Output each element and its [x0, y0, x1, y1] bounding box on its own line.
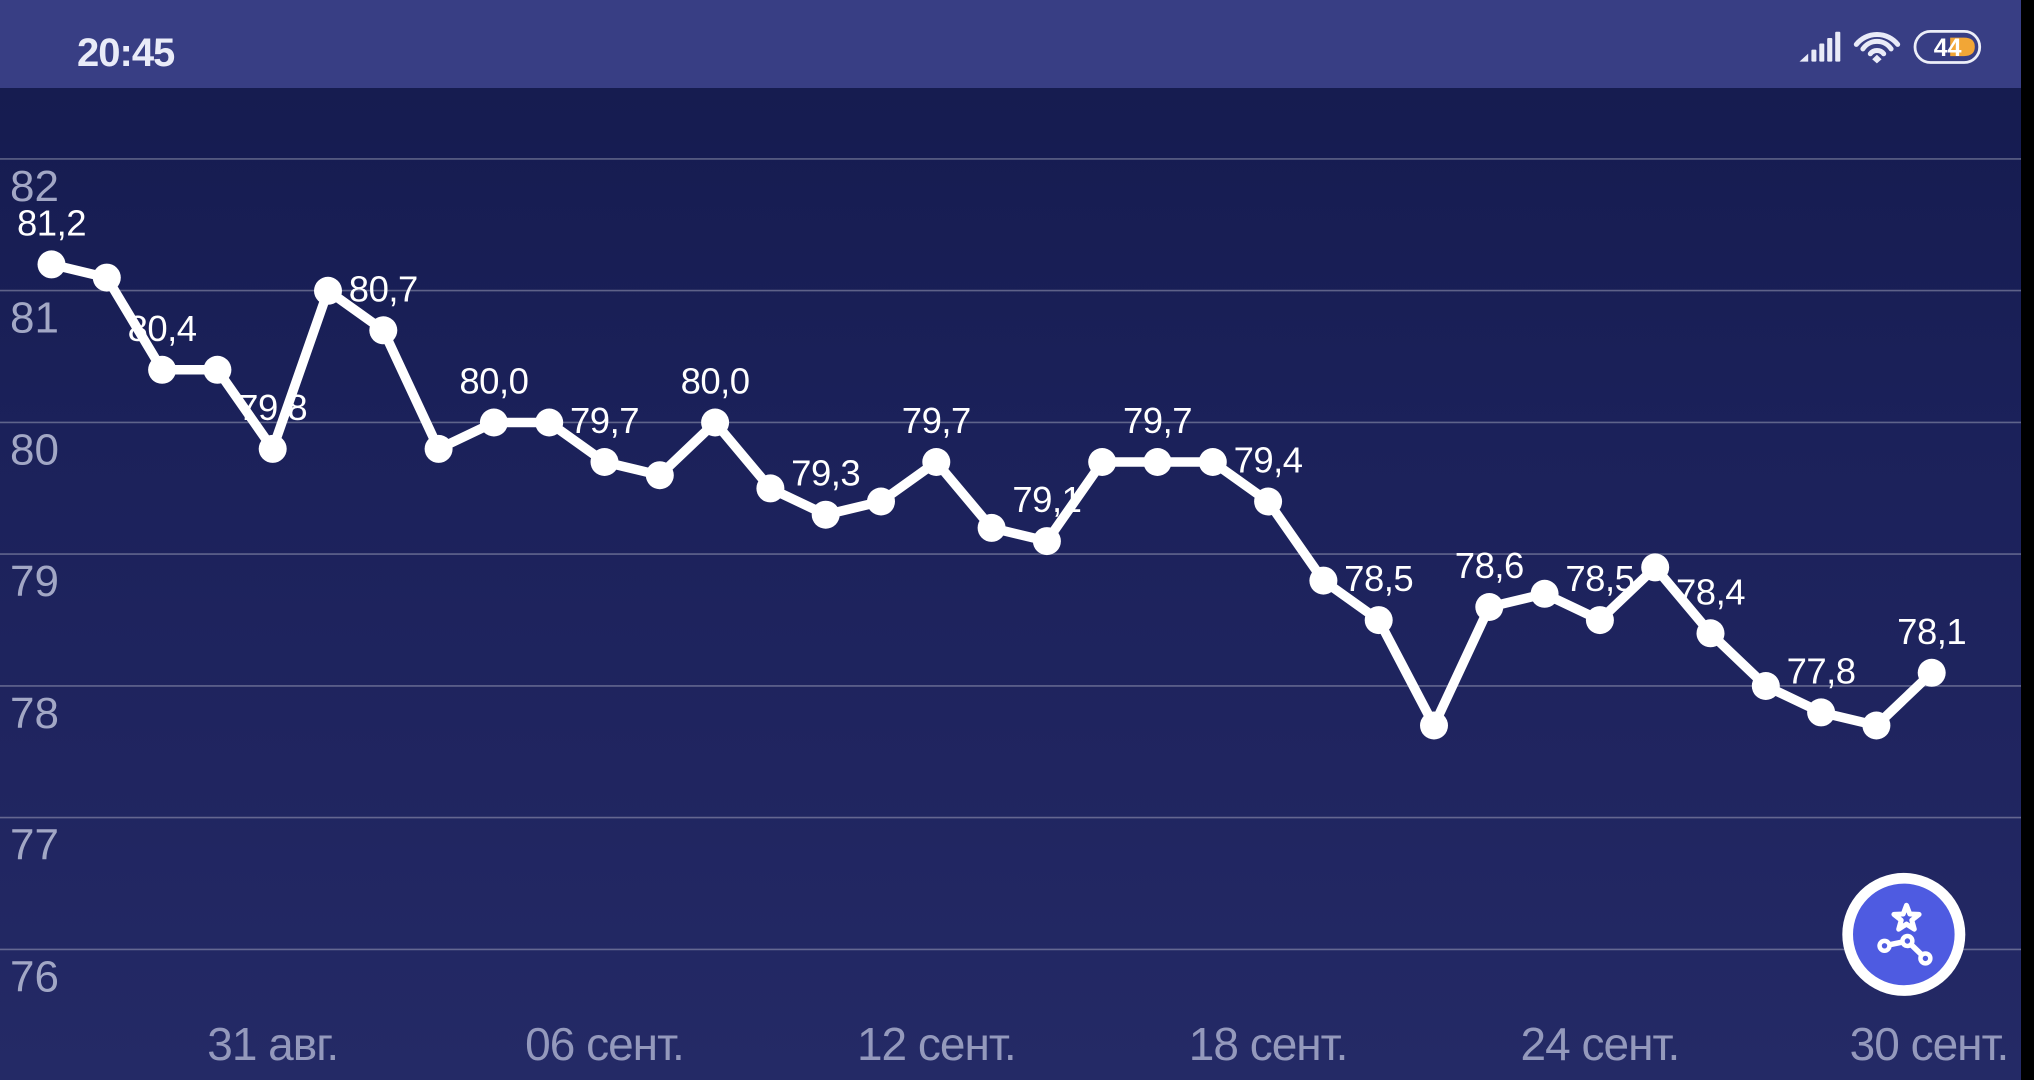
svg-text:78,5: 78,5 [1344, 558, 1413, 599]
svg-text:77: 77 [10, 821, 59, 870]
svg-text:79,7: 79,7 [570, 400, 639, 441]
svg-text:78,5: 78,5 [1565, 558, 1634, 599]
svg-text:80: 80 [10, 425, 59, 474]
svg-text:81: 81 [10, 294, 59, 343]
svg-text:79,7: 79,7 [902, 400, 971, 441]
svg-text:79,8: 79,8 [238, 387, 307, 428]
svg-text:44: 44 [1934, 34, 1962, 62]
svg-text:06 сент.: 06 сент. [525, 1018, 684, 1070]
svg-text:81,2: 81,2 [17, 202, 86, 243]
svg-text:80,4: 80,4 [128, 308, 197, 349]
svg-text:30 сент.: 30 сент. [1850, 1018, 2009, 1070]
svg-text:82: 82 [10, 162, 59, 211]
svg-text:79: 79 [10, 557, 59, 606]
svg-text:77,8: 77,8 [1787, 650, 1856, 691]
svg-text:79,7: 79,7 [1123, 400, 1192, 441]
svg-text:80,7: 80,7 [349, 268, 418, 309]
svg-text:76: 76 [10, 952, 59, 1001]
svg-text:24 сент.: 24 сент. [1521, 1018, 1680, 1070]
svg-text:12 сент.: 12 сент. [857, 1018, 1016, 1070]
svg-text:31 авг.: 31 авг. [207, 1018, 338, 1070]
svg-text:78,6: 78,6 [1455, 545, 1524, 586]
svg-text:18 сент.: 18 сент. [1189, 1018, 1348, 1070]
svg-text:79,4: 79,4 [1234, 440, 1303, 481]
svg-text:78,4: 78,4 [1676, 571, 1745, 612]
svg-text:79,1: 79,1 [1012, 479, 1081, 520]
svg-text:78,1: 78,1 [1897, 611, 1966, 652]
svg-text:78: 78 [10, 689, 59, 738]
svg-text:79,3: 79,3 [791, 453, 860, 494]
svg-text:80,0: 80,0 [459, 361, 528, 402]
svg-text:80,0: 80,0 [681, 361, 750, 402]
